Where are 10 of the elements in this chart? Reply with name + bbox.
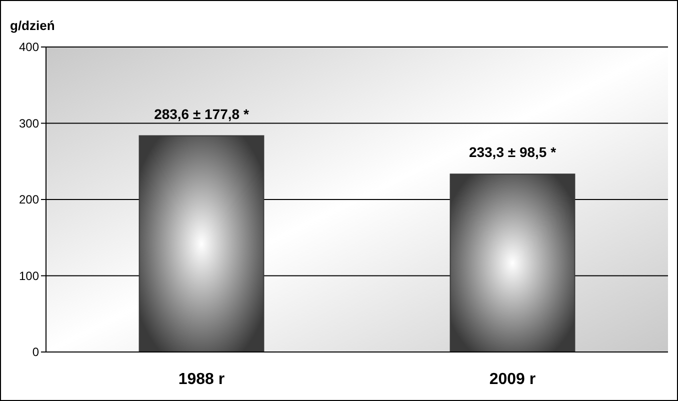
y-tick-label: 100 xyxy=(18,268,40,283)
y-tick-label: 400 xyxy=(18,40,40,54)
y-tick-label: 0 xyxy=(32,345,40,360)
y-tick-label: 300 xyxy=(18,116,40,130)
data-label: 233,3 ± 98,5 * xyxy=(468,144,557,160)
x-tick-label: 2009 r xyxy=(489,371,536,388)
y-tick-label: 200 xyxy=(18,192,40,207)
x-tick-label: 1988 r xyxy=(178,371,225,388)
y-axis-title: g/dzień xyxy=(10,18,55,33)
data-label: 283,6 ± 177,8 * xyxy=(154,106,250,122)
